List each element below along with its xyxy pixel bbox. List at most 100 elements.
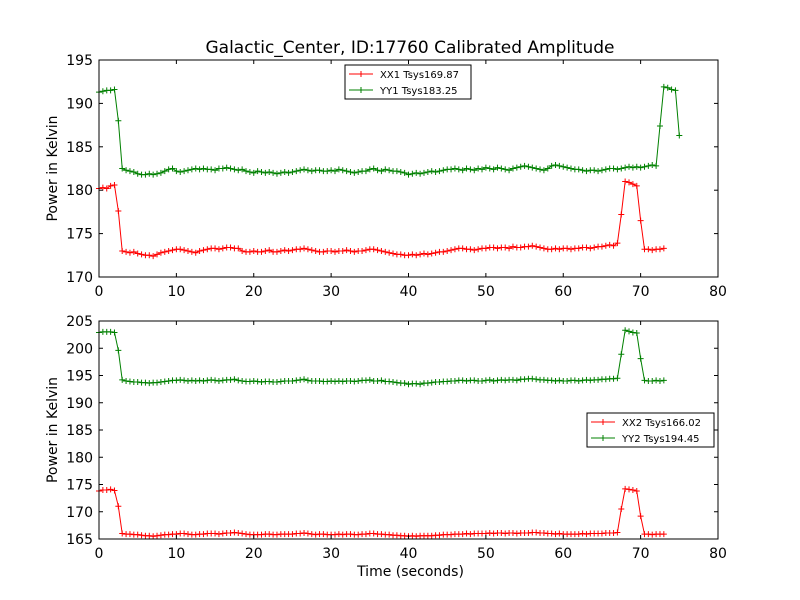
data-point [200, 165, 207, 172]
data-point [362, 377, 369, 384]
y-axis-label: Power in Kelvin [45, 115, 61, 221]
data-point [598, 243, 605, 250]
legend-box [586, 412, 715, 448]
data-point [281, 168, 288, 175]
data-point [649, 247, 656, 254]
data-point [668, 86, 675, 93]
x-tick-label: 0 [95, 546, 104, 562]
data-point [308, 168, 315, 175]
data-point [355, 531, 362, 538]
data-point [335, 531, 342, 538]
data-point [362, 168, 369, 175]
data-point [502, 166, 509, 173]
data-point [401, 169, 408, 176]
data-point [610, 165, 617, 172]
data-point [417, 251, 424, 258]
data-point [405, 171, 412, 178]
data-point [157, 169, 164, 176]
data-point [448, 166, 455, 173]
x-tick-label: 70 [632, 284, 650, 300]
data-point [672, 87, 679, 94]
data-point [200, 531, 207, 538]
data-point [99, 184, 106, 191]
data-point [409, 251, 416, 258]
x-tick-label: 60 [554, 284, 572, 300]
data-point [587, 245, 594, 252]
data-point [390, 379, 397, 386]
y-tick-label: 190 [66, 396, 93, 412]
data-point [196, 247, 203, 254]
data-point [316, 167, 323, 174]
data-point [610, 530, 617, 536]
data-point [324, 378, 331, 385]
data-point [277, 247, 284, 254]
data-point [115, 503, 122, 510]
data-point [161, 168, 168, 175]
data-point [552, 531, 559, 538]
data-point [517, 244, 524, 251]
data-point [231, 529, 238, 536]
data-point [262, 169, 269, 176]
data-point [513, 164, 520, 171]
data-point [277, 169, 284, 176]
data-point [150, 171, 157, 178]
data-point [428, 168, 435, 175]
data-point [161, 378, 168, 385]
data-point [633, 163, 640, 170]
data-point [451, 246, 458, 253]
data-point [328, 167, 335, 174]
data-point [393, 379, 400, 386]
data-point [111, 487, 118, 494]
data-point [420, 169, 427, 176]
data-point [266, 531, 273, 538]
data-point [618, 211, 625, 218]
data-point [188, 248, 195, 255]
data-point [134, 250, 141, 257]
data-point [645, 531, 652, 538]
data-point [219, 245, 226, 252]
data-point [301, 530, 308, 536]
data-point [192, 531, 199, 538]
data-point [614, 375, 621, 382]
data-point [208, 376, 215, 383]
x-tick-label: 70 [632, 546, 650, 562]
data-point [212, 245, 219, 252]
data-point [656, 122, 663, 129]
data-point [331, 378, 338, 385]
data-point [304, 246, 311, 253]
data-point [130, 168, 137, 175]
data-point [115, 347, 122, 354]
data-point [509, 243, 516, 250]
x-tick-label: 20 [245, 546, 263, 562]
data-point [552, 377, 559, 384]
data-point [370, 246, 377, 253]
data-point [374, 247, 381, 254]
data-point [250, 247, 257, 254]
data-point [111, 329, 118, 336]
data-point [629, 164, 636, 171]
legend-marker [600, 435, 606, 441]
data-point [328, 247, 335, 254]
data-point [386, 167, 393, 174]
data-point [575, 166, 582, 173]
data-point [405, 381, 412, 388]
data-point [533, 243, 540, 250]
legend-marker [600, 419, 606, 425]
data-point [653, 377, 660, 384]
data-point [506, 167, 513, 174]
data-point [598, 167, 605, 174]
data-point [579, 167, 586, 174]
data-point [583, 531, 590, 538]
data-point [258, 168, 265, 175]
data-point [378, 247, 385, 254]
legend-entry: YY1 Tsys183.25 [379, 86, 458, 97]
data-point [362, 247, 369, 254]
data-point [660, 245, 667, 252]
y-tick-label: 200 [66, 341, 93, 357]
data-point [339, 531, 346, 538]
data-point [386, 378, 393, 385]
data-point [397, 168, 404, 175]
data-point [219, 165, 226, 172]
data-point [552, 162, 559, 169]
data-point [424, 380, 431, 387]
